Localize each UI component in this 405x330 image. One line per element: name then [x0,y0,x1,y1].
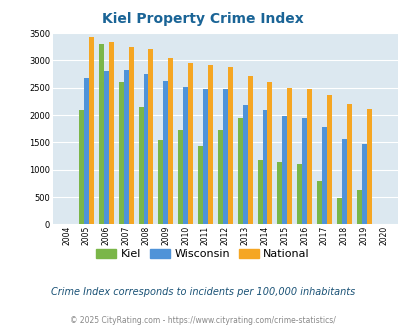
Bar [346,104,351,224]
Bar [79,110,84,224]
Bar [366,109,371,224]
Bar [143,74,148,224]
Bar [84,78,89,224]
Legend: Kiel, Wisconsin, National: Kiel, Wisconsin, National [92,244,313,263]
Text: © 2025 CityRating.com - https://www.cityrating.com/crime-statistics/: © 2025 CityRating.com - https://www.city… [70,315,335,325]
Bar [296,164,301,224]
Bar [262,110,267,224]
Text: Crime Index corresponds to incidents per 100,000 inhabitants: Crime Index corresponds to incidents per… [51,287,354,297]
Bar [124,70,128,224]
Bar [242,105,247,224]
Bar [89,37,94,224]
Bar [316,181,321,224]
Text: Kiel Property Crime Index: Kiel Property Crime Index [102,12,303,25]
Bar [227,67,232,224]
Bar [361,144,366,224]
Bar [148,50,153,224]
Bar [287,88,292,224]
Bar [198,146,202,224]
Bar [222,89,227,224]
Bar [163,81,168,224]
Bar [356,190,361,224]
Bar [247,76,252,224]
Bar [158,140,163,224]
Bar [168,58,173,224]
Bar [138,107,143,224]
Bar [207,65,212,224]
Bar [183,86,188,224]
Bar [217,130,222,224]
Bar [188,63,193,224]
Bar [301,118,307,224]
Bar [336,198,341,224]
Bar [104,71,109,224]
Bar [237,118,242,224]
Bar [118,82,124,224]
Bar [341,139,346,224]
Bar [202,89,207,224]
Bar [178,130,183,224]
Bar [307,89,311,224]
Bar [277,161,281,224]
Bar [257,160,262,224]
Bar [109,42,113,224]
Bar [326,95,331,224]
Bar [99,44,104,224]
Bar [321,126,326,224]
Bar [281,115,287,224]
Bar [128,47,133,224]
Bar [267,82,272,224]
